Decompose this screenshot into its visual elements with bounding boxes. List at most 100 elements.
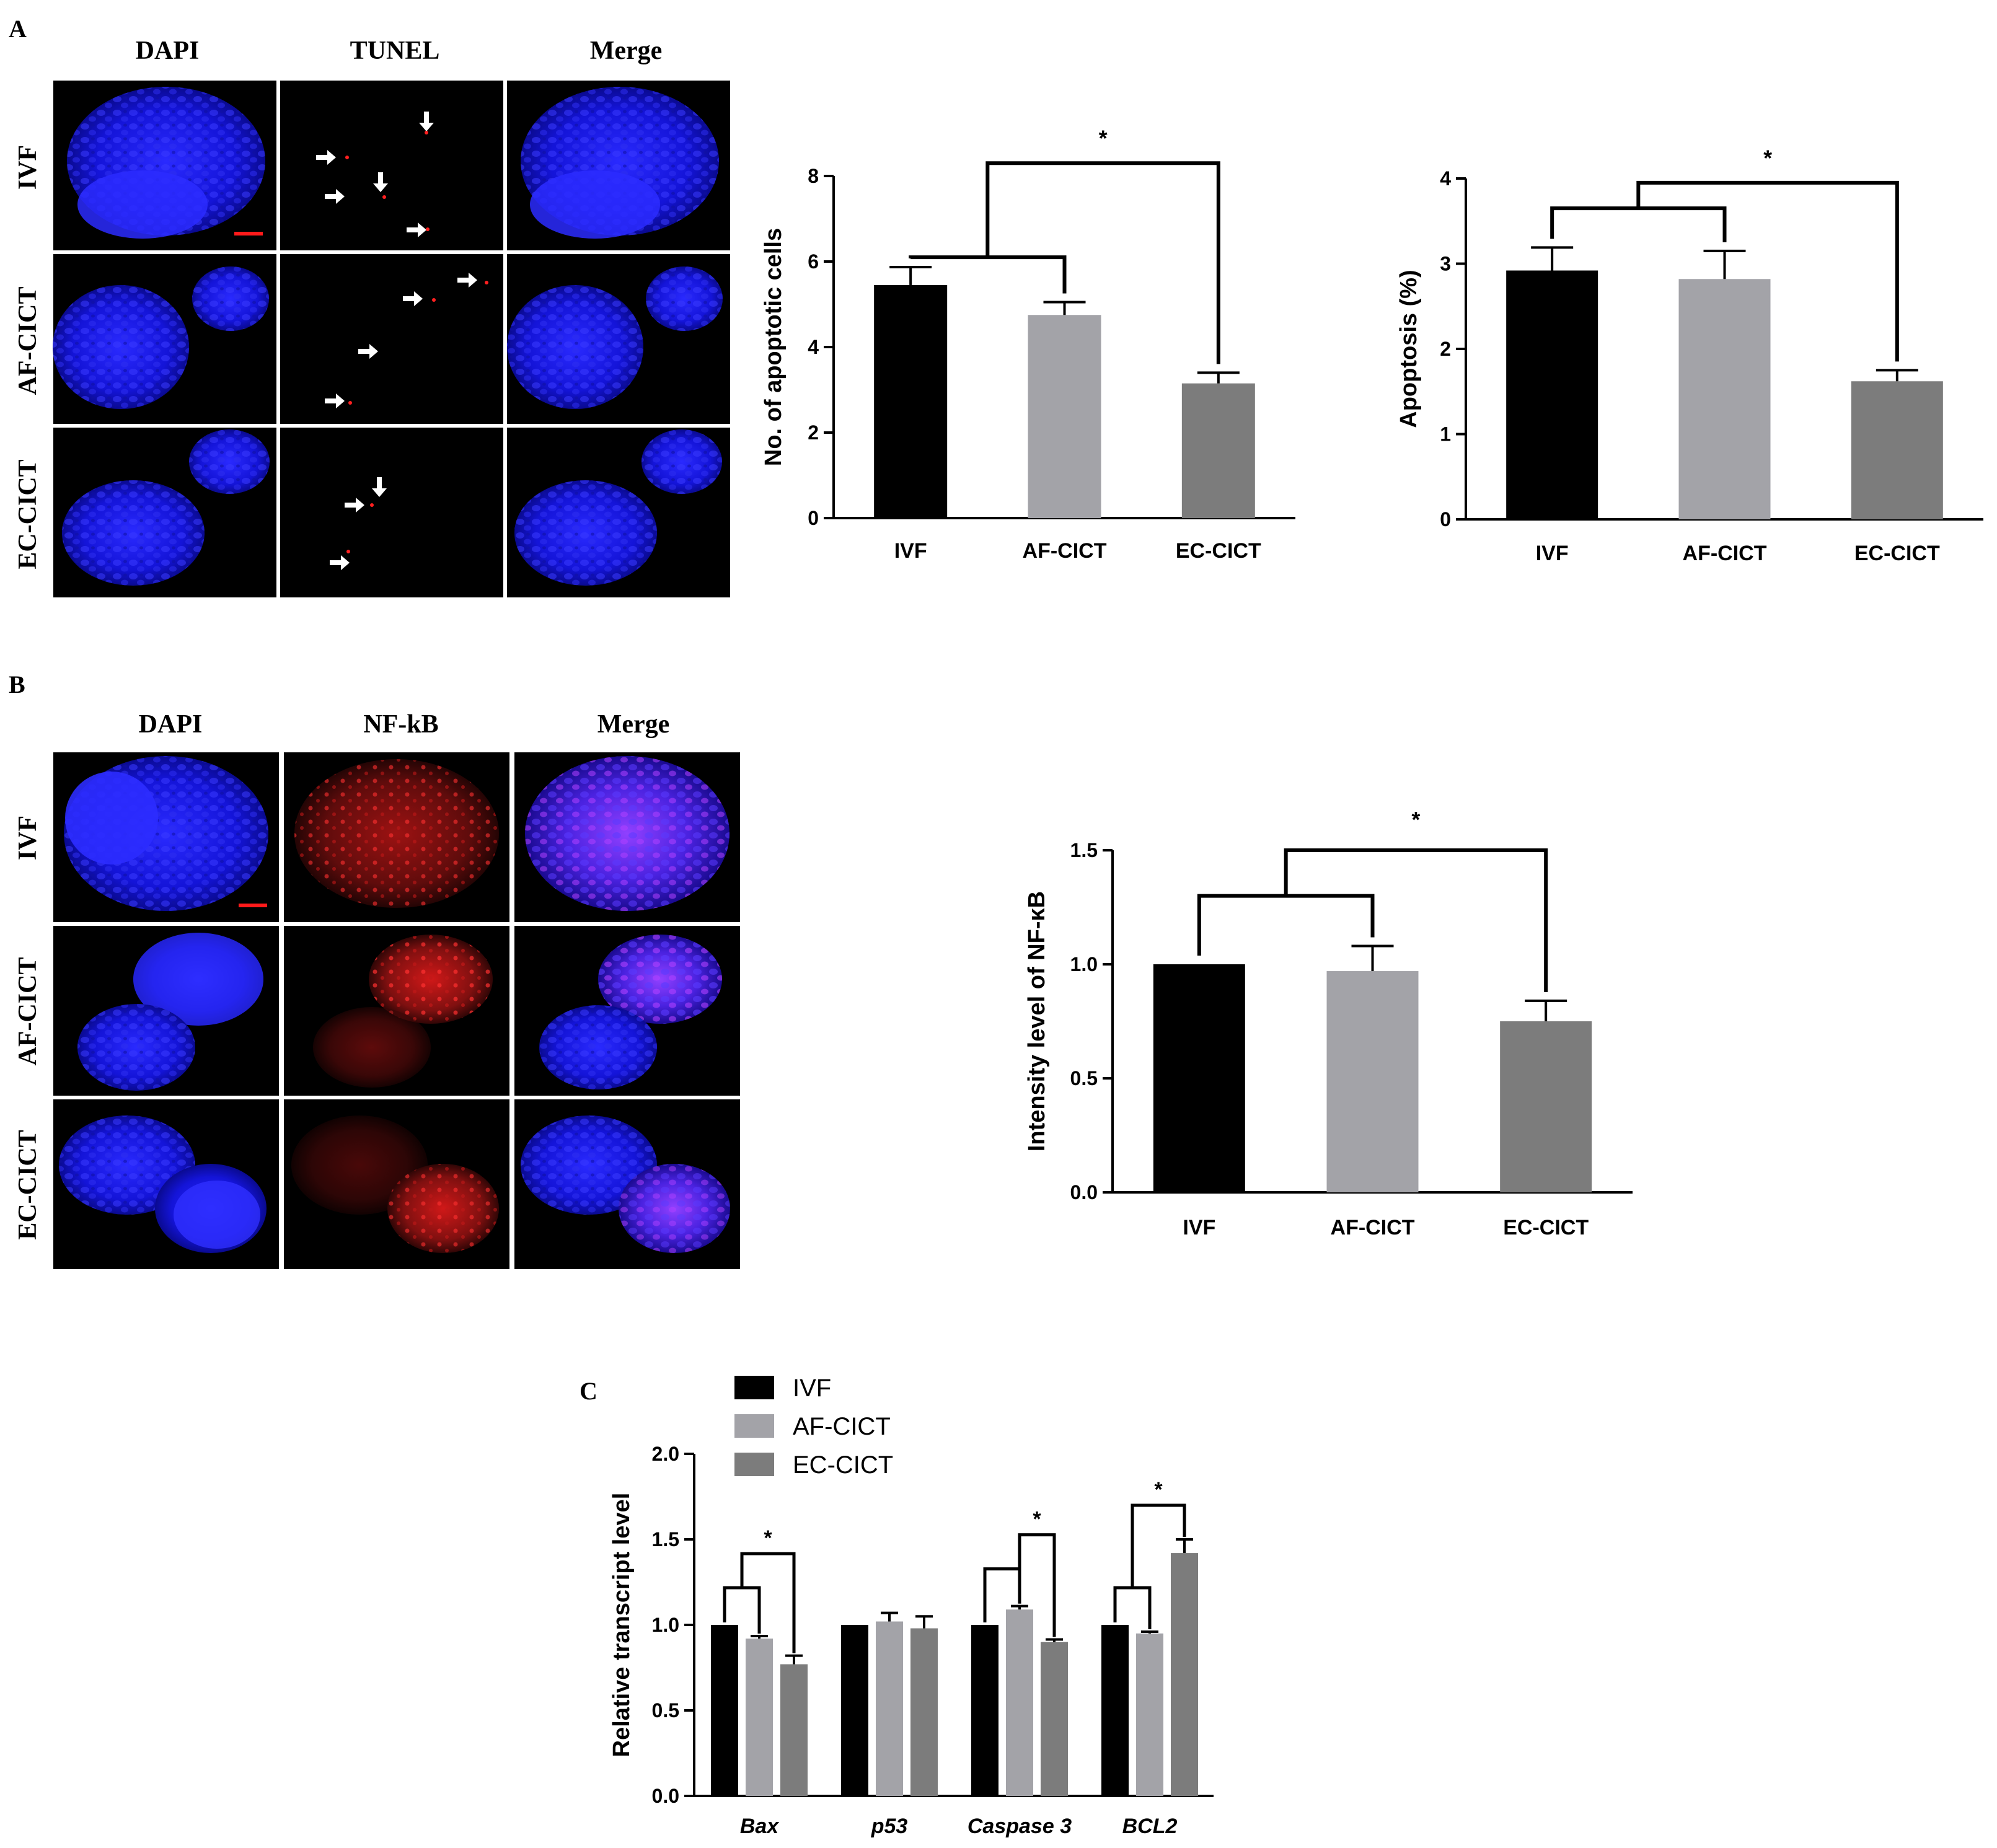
- significance-star: *: [1411, 807, 1420, 832]
- panel-b-column-header: Merge: [597, 710, 670, 739]
- micrograph-dapi-ivf: [53, 81, 276, 250]
- y-tick-label: 0.0: [1070, 1181, 1098, 1203]
- x-category-label: IVF: [1183, 1216, 1215, 1239]
- y-tick-label: 0: [808, 507, 819, 529]
- legend-swatch-ivf: [734, 1376, 774, 1399]
- panel-a-row-headers: IVF AF-CICT EC-CICT: [14, 145, 42, 570]
- bar-ivf: [1506, 270, 1598, 519]
- y-tick-label: 1.5: [1070, 839, 1098, 861]
- y-tick-label: 2: [1440, 338, 1451, 360]
- significance-bracket-outer: [740, 1552, 796, 1653]
- significance-bracket-inner: [1113, 1586, 1152, 1630]
- x-category-label: Caspase 3: [968, 1815, 1072, 1838]
- legend-label: EC-CICT: [793, 1451, 893, 1479]
- legend-swatch-af-cict: [734, 1414, 774, 1438]
- micrograph-dapi-ivf: [53, 752, 279, 922]
- bar-af-cict: [1678, 279, 1771, 519]
- y-tick-label: 0: [1440, 508, 1451, 530]
- significance-star: *: [1033, 1508, 1041, 1531]
- micrograph-dapi-af-cict: [53, 254, 276, 424]
- bar-af-cict-caspase-3: [1006, 1609, 1033, 1796]
- y-tick-label: 2.0: [652, 1443, 679, 1465]
- significance-bracket-outer: [1636, 180, 1899, 362]
- bar-ec-cict-p53: [910, 1628, 938, 1796]
- x-category-label: AF-CICT: [1331, 1216, 1415, 1239]
- arrow-icon: [316, 112, 434, 237]
- x-category-label: AF-CICT: [1683, 542, 1767, 565]
- y-tick-label: 2: [808, 421, 819, 444]
- bar-ivf-bcl2: [1101, 1625, 1129, 1796]
- bar-af-cict-p53: [876, 1621, 903, 1796]
- legend-label: AF-CICT: [793, 1413, 891, 1440]
- significance-star: *: [764, 1526, 772, 1550]
- y-tick-label: 3: [1440, 253, 1451, 275]
- bar-af-cict-bcl2: [1136, 1633, 1163, 1796]
- significance-bracket-outer: [1284, 848, 1548, 992]
- panel-a-row-header: AF-CICT: [14, 287, 42, 395]
- significance-star: *: [1154, 1478, 1163, 1502]
- micrograph-merge-ec-cict: [514, 1099, 740, 1269]
- panel-b-label: B: [9, 671, 25, 698]
- micrograph-tunel-af-cict: [280, 254, 503, 424]
- x-category-label: AF-CICT: [1023, 539, 1107, 563]
- bar-ec-cict-bax: [780, 1664, 808, 1796]
- bar-ec-cict: [1851, 381, 1943, 519]
- x-category-label: EC-CICT: [1503, 1216, 1589, 1239]
- y-axis-label: Relative transcript level: [609, 1493, 635, 1758]
- micrograph-nfkb-ivf: [284, 752, 509, 922]
- chart-apoptotic-cells: 0 2 4 6 8 No. of apoptotic cells IVF AF-CICT EC-…: [760, 126, 1295, 563]
- panel-a-column-header: DAPI: [136, 37, 200, 65]
- chart-transcript-levels: 0.0 0.5 1.0 1.5 2.0 Relative transcript level…: [609, 1375, 1214, 1838]
- y-axis-label: No. of apoptotic cells: [760, 228, 787, 466]
- scale-bar: [239, 904, 267, 907]
- arrow-icon: [325, 273, 477, 408]
- micrograph-tunel-ec-cict: [280, 428, 503, 597]
- x-category-label: EC-CICT: [1176, 539, 1261, 563]
- panel-a-row-header: IVF: [14, 145, 42, 190]
- chart-apoptosis-percent: 0 1 2 3 4 Apoptosis (%) IVF AF-CICT EC-CICT *: [1396, 145, 1983, 565]
- x-category-label: EC-CICT: [1854, 542, 1940, 565]
- micrograph-dapi-ec-cict: [53, 428, 276, 597]
- significance-star: *: [1099, 126, 1108, 151]
- y-tick-label: 0.0: [652, 1785, 679, 1807]
- micrograph-nfkb-af-cict: [284, 926, 509, 1096]
- panel-a-label: A: [9, 15, 27, 43]
- panel-b-row-header: AF-CICT: [14, 957, 42, 1066]
- legend-swatch-ec-cict: [734, 1453, 774, 1476]
- x-category-label: IVF: [1536, 542, 1569, 565]
- y-tick-label: 1.5: [652, 1528, 679, 1551]
- significance-bracket-outer: [1018, 1533, 1056, 1637]
- y-tick-label: 1: [1440, 423, 1451, 446]
- x-category-label: IVF: [894, 539, 927, 563]
- significance-bracket-inner: [1197, 894, 1375, 956]
- micrograph-tunel-ivf: [280, 81, 503, 250]
- bar-af-cict-bax: [746, 1639, 773, 1796]
- bar-ec-cict-caspase-3: [1041, 1642, 1068, 1796]
- panel-a-column-header: TUNEL: [350, 37, 440, 65]
- x-category-label: Bax: [740, 1815, 780, 1838]
- bar-ivf-caspase-3: [971, 1625, 999, 1796]
- micrograph-dapi-af-cict: [53, 926, 279, 1096]
- panel-b-column-header: NF-kB: [363, 710, 438, 739]
- bar-ivf-p53: [841, 1625, 868, 1796]
- significance-bracket-inner: [1550, 206, 1727, 242]
- micrograph-merge-af-cict: [514, 926, 740, 1096]
- panel-b-row-header: IVF: [14, 816, 42, 860]
- chart-nfkb-intensity: 0.0 0.5 1.0 1.5 Intensity level of NF-κB IVF A…: [1024, 807, 1633, 1239]
- y-tick-label: 0.5: [1070, 1067, 1098, 1089]
- legend-label: IVF: [793, 1375, 831, 1402]
- y-tick-label: 4: [808, 336, 819, 358]
- y-axis-label: Apoptosis (%): [1396, 270, 1422, 428]
- y-tick-label: 8: [808, 165, 819, 187]
- y-tick-label: 6: [808, 250, 819, 273]
- y-tick-label: 1.0: [652, 1614, 679, 1636]
- significance-bracket-outer: [1131, 1503, 1186, 1588]
- scale-bar: [234, 232, 263, 235]
- x-category-label: BCL2: [1122, 1815, 1178, 1838]
- bar-ec-cict-bcl2: [1171, 1553, 1198, 1796]
- panel-b-column-header: DAPI: [139, 710, 203, 739]
- panel-a-column-headers: DAPI TUNEL Merge: [136, 37, 663, 65]
- panel-b-row-header: EC-CICT: [14, 1130, 42, 1239]
- micrograph-merge-af-cict: [507, 254, 730, 424]
